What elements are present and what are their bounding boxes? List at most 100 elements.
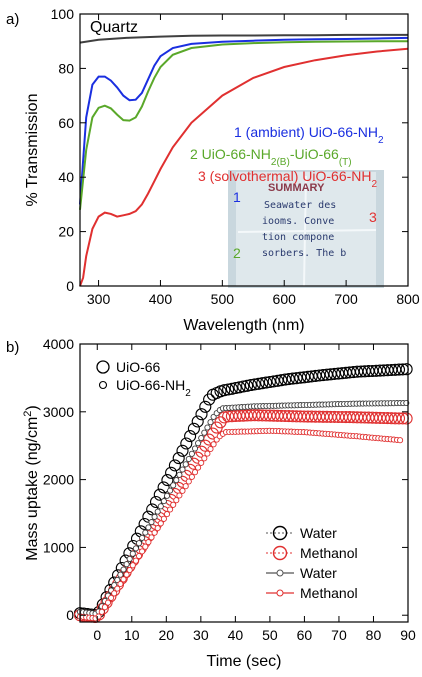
x-tick-label: 0 (93, 627, 101, 643)
legend-marker-uio66 (96, 360, 110, 374)
uptake-marker-2 (160, 498, 167, 505)
uptake-marker-0 (199, 400, 212, 413)
uptake-marker-0 (298, 371, 311, 384)
uptake-marker-2 (132, 545, 139, 552)
inset-label-1: 1 (233, 189, 241, 205)
x-tick-label: 90 (400, 627, 416, 643)
uptake-marker-3 (117, 580, 124, 588)
uptake-marker-3 (182, 483, 189, 490)
inset-photo-title: SUMMARY (268, 182, 325, 194)
y-tick-label: 40 (58, 169, 74, 185)
uptake-marker-2 (135, 540, 143, 547)
uptake-marker-0 (400, 363, 413, 376)
uptake-marker-0 (263, 375, 276, 389)
uptake-marker-2 (163, 492, 171, 499)
x-tick-label: 300 (87, 291, 111, 307)
uptake-marker-3 (198, 459, 205, 466)
uptake-marker-3 (201, 455, 208, 462)
uptake-marker-2 (173, 477, 180, 484)
uptake-marker-2 (120, 566, 127, 573)
uptake-marker-0 (271, 374, 284, 387)
uptake-marker-0 (222, 383, 235, 396)
uptake-marker-0 (165, 466, 178, 479)
uptake-marker-2 (204, 424, 211, 431)
uptake-marker-1 (218, 411, 231, 424)
uptake-marker-0 (279, 373, 292, 386)
panel-a-x-axis-title: Wavelength (nm) (183, 317, 304, 334)
panel-b-y-axis-title: Mass uptake (ng/cm2) (22, 405, 41, 561)
x-tick-label: 10 (124, 627, 140, 643)
uptake-marker-0 (256, 377, 269, 390)
uptake-marker-2 (198, 434, 205, 442)
uptake-marker-1 (392, 412, 406, 425)
legend-marker-water-large (272, 525, 288, 541)
legend-label-methanol-1: Methanol (300, 545, 358, 561)
uptake-marker-0 (290, 372, 303, 385)
legend-label-water-1: Water (300, 525, 337, 541)
legend-label-methanol-2: Methanol (300, 585, 358, 601)
uptake-marker-0 (187, 422, 200, 435)
uptake-marker-2 (148, 519, 155, 526)
inset-photo-line-2: iooms. Conve (262, 216, 334, 227)
uptake-marker-2 (182, 461, 189, 468)
x-tick-label: 700 (334, 291, 358, 307)
uptake-marker-3 (163, 511, 171, 518)
uptake-marker-2 (145, 524, 152, 531)
panel-a-curves (79, 33, 409, 287)
panel-b-label: b) (6, 339, 19, 356)
y-tick-label: 100 (51, 6, 75, 22)
x-tick-label: 70 (331, 627, 347, 643)
uptake-marker-3 (210, 441, 217, 448)
legend-marker-water-small (276, 569, 284, 577)
legend-label-uio66: UiO-66 (116, 359, 161, 375)
x-tick-label: 80 (366, 627, 382, 643)
inset-photo-line-3: tion compone (262, 232, 334, 243)
panel-a-plot-frame (79, 13, 409, 287)
uptake-marker-3 (108, 594, 115, 601)
uptake-marker-3 (148, 534, 155, 541)
uptake-marker-3 (98, 608, 105, 615)
panel-b-sample-legend: UiO-66 UiO-66-NH2 (96, 359, 191, 399)
uptake-marker-3 (145, 539, 152, 546)
legend-marker-uio66-nh2 (98, 380, 108, 390)
x-tick-label: 30 (193, 627, 209, 643)
uptake-marker-2 (170, 482, 177, 489)
uptake-marker-2 (176, 471, 183, 478)
uptake-marker-2 (157, 503, 164, 510)
legend-entry-1-ambient: 1 (ambient) UiO-66-NH2 (234, 124, 384, 146)
uptake-marker-3 (207, 445, 214, 453)
y-tick-label: 4000 (43, 336, 74, 352)
uptake-marker-0 (168, 459, 181, 472)
panel-b-solvent-legend: Water Methanol Water Methanol (266, 525, 358, 601)
uptake-marker-0 (176, 444, 189, 457)
panel-a: a) SUMMARY Seawater des iooms. Conve tio… (6, 6, 420, 334)
uptake-marker-3 (104, 599, 112, 606)
x-tick-label: 500 (211, 291, 235, 307)
panel-b-x-axis-title: Time (sec) (207, 653, 282, 670)
quartz-annotation: Quartz (90, 19, 138, 36)
uptake-marker-3 (179, 487, 186, 494)
transmission-curve-0 (79, 33, 408, 44)
y-tick-label: 0 (66, 607, 74, 623)
panel-b-ticks: 0 10 20 30 40 50 60 70 80 90 0 1000 2000 3000 4000 (43, 336, 416, 643)
inset-label-2: 2 (233, 245, 241, 261)
y-tick-label: 0 (66, 278, 74, 294)
uptake-marker-2 (129, 550, 136, 557)
uptake-marker-2 (126, 555, 133, 562)
uptake-marker-0 (252, 377, 265, 390)
legend-marker-methanol-small (276, 589, 284, 597)
uptake-marker-0 (184, 430, 197, 443)
y-tick-label: 3000 (43, 404, 74, 420)
uptake-marker-0 (267, 375, 280, 388)
uptake-marker-0 (157, 481, 170, 494)
uptake-marker-3 (173, 497, 180, 504)
y-tick-label: 20 (58, 224, 74, 240)
panel-b-plot-frame (79, 343, 409, 623)
x-tick-label: 600 (273, 291, 297, 307)
uptake-marker-0 (218, 384, 231, 397)
uptake-marker-0 (161, 474, 174, 487)
legend-entry-2-bilayer: 2 UiO-66-NH2(B)-UiO-66(T) (190, 146, 352, 168)
transmission-curve-2 (79, 40, 408, 210)
panel-a-y-axis-title: % Transmission (24, 94, 41, 207)
uptake-marker-2 (207, 419, 214, 426)
